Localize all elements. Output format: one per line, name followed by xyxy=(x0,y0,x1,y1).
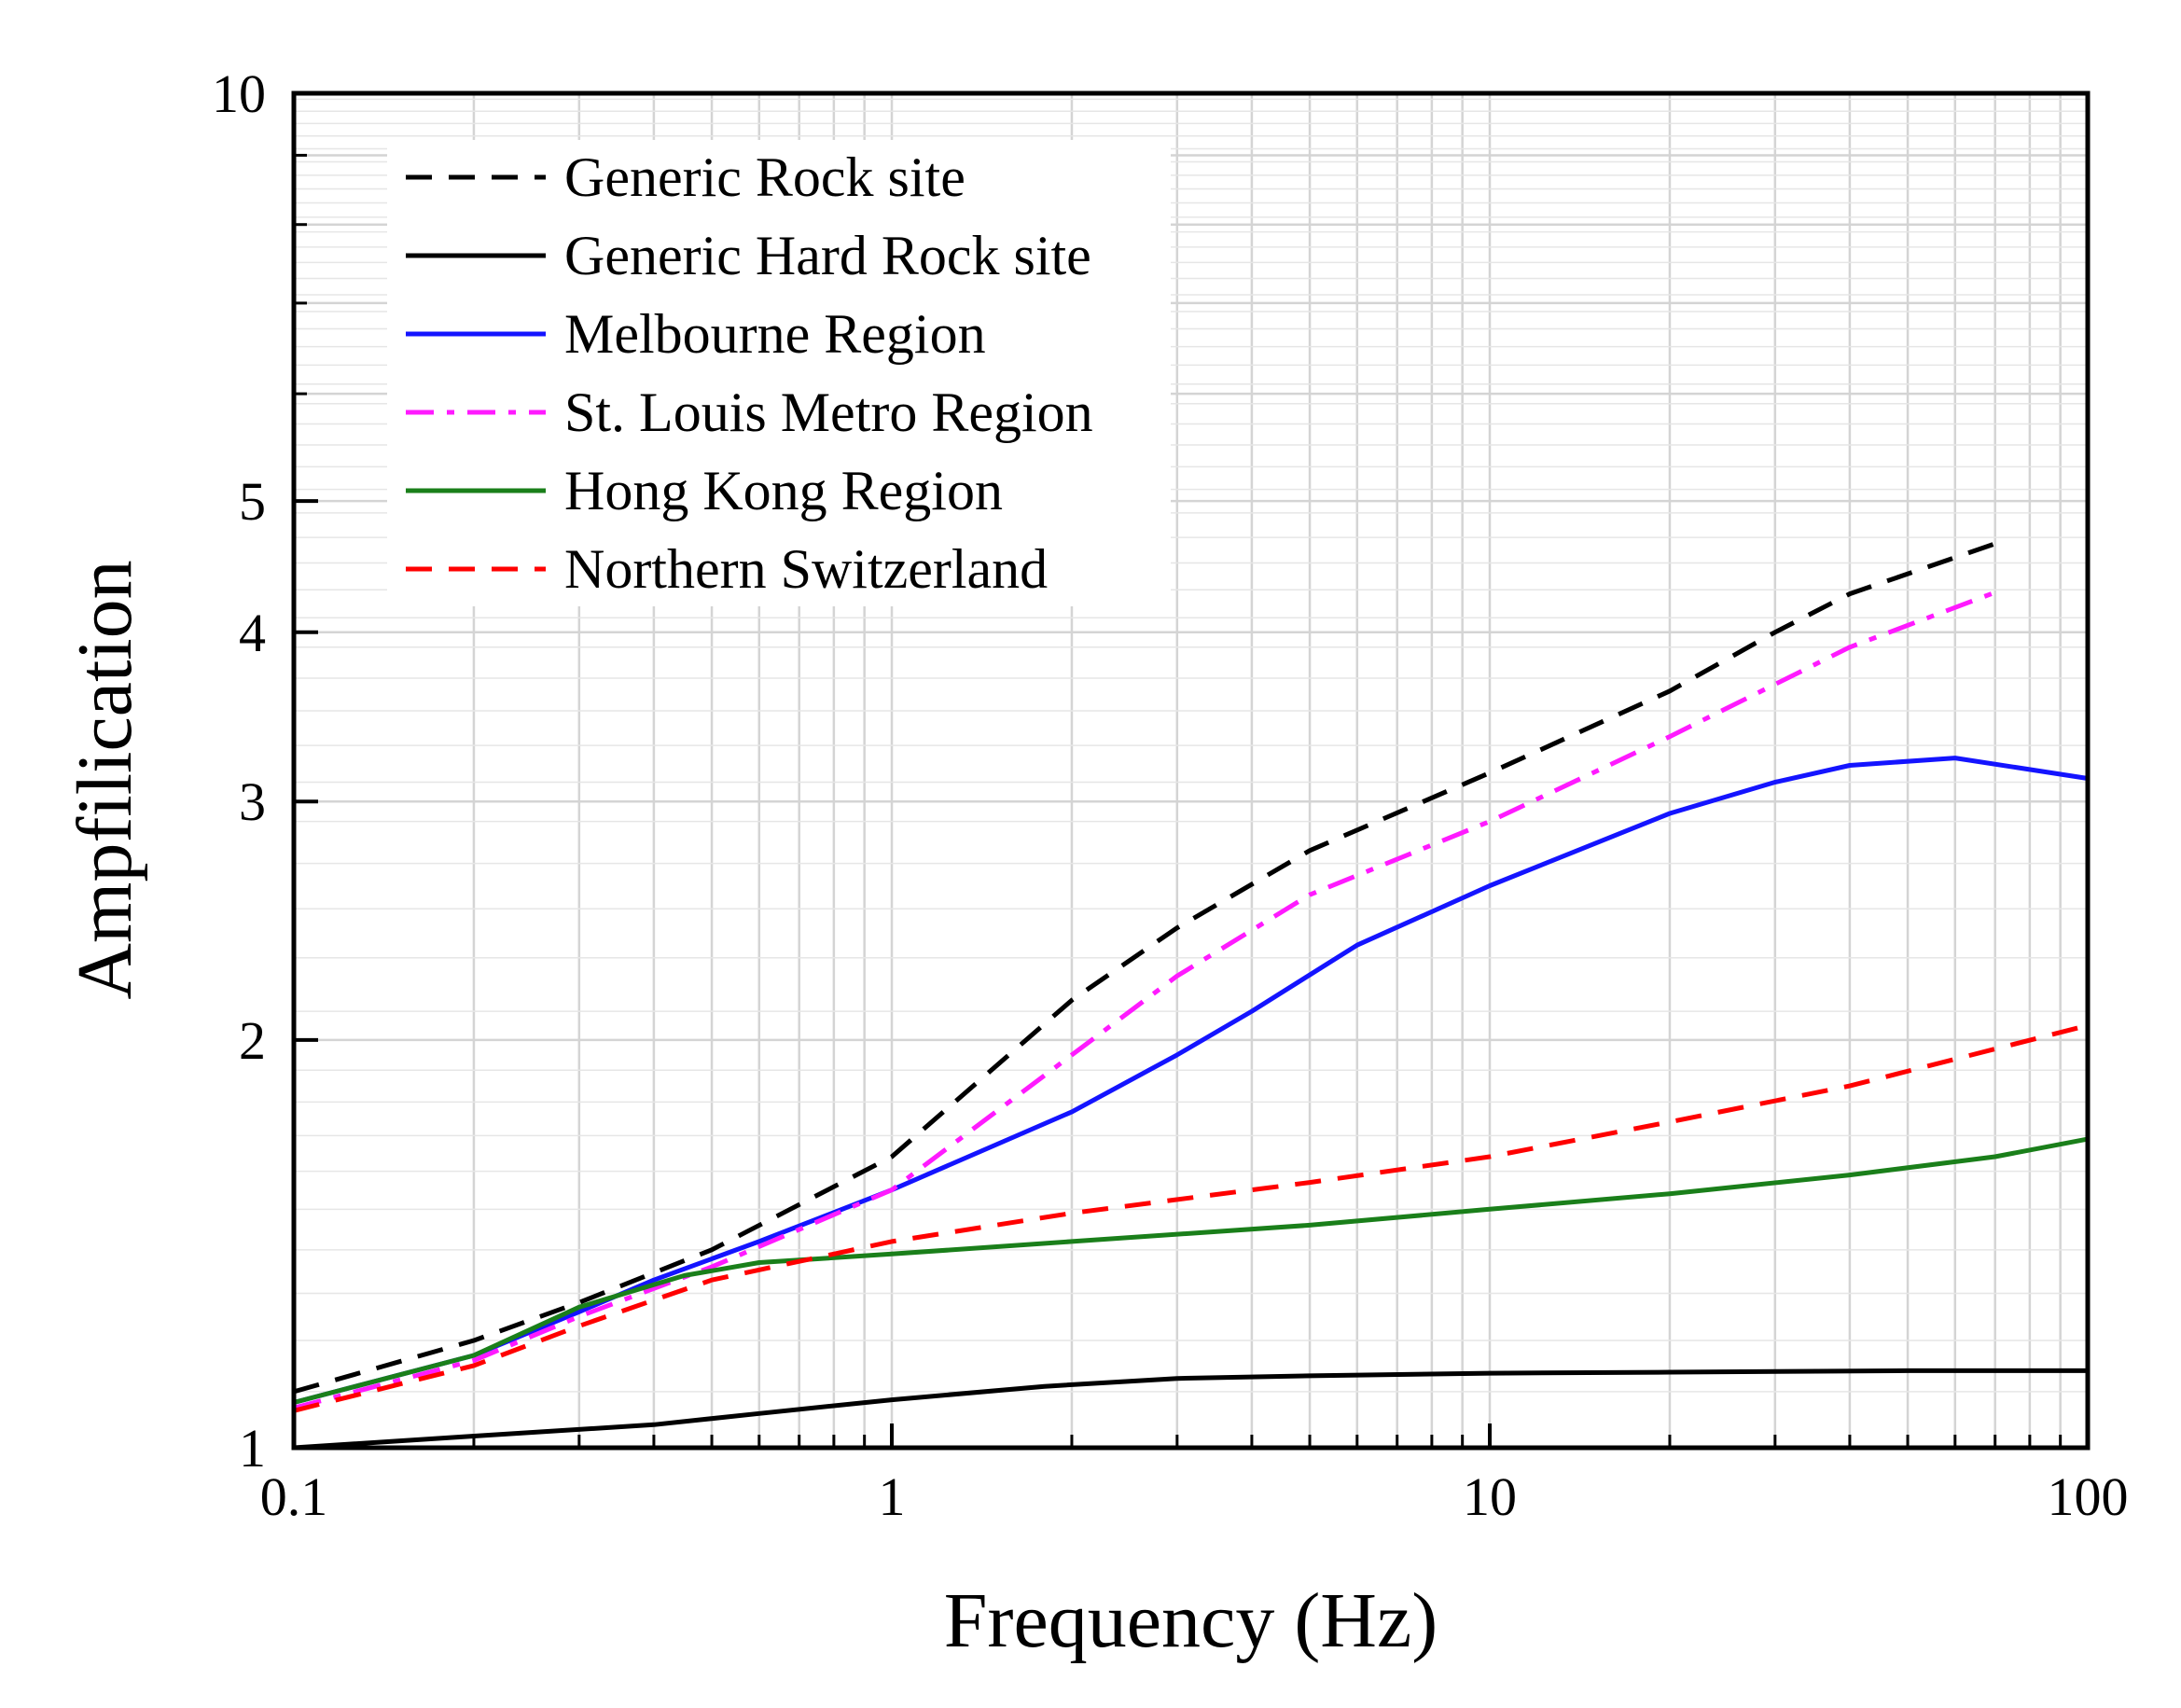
y-tick-label: 3 xyxy=(239,771,266,832)
x-tick-label: 0.1 xyxy=(260,1466,328,1527)
y-tick-label: 2 xyxy=(239,1010,266,1071)
legend-label-2: Melbourne Region xyxy=(564,303,986,365)
x-axis-title: Frequency (Hz) xyxy=(944,1577,1438,1664)
series-layer xyxy=(293,541,2089,1451)
x-tick-label: 1 xyxy=(879,1466,906,1527)
x-tick-label: 10 xyxy=(1463,1466,1517,1527)
legend: Generic Rock site Generic Hard Rock site M… xyxy=(387,140,1171,606)
legend-background xyxy=(387,140,1171,606)
y-tick-label: 1 xyxy=(239,1418,266,1479)
legend-label-0: Generic Rock site xyxy=(564,146,965,208)
legend-label-1: Generic Hard Rock site xyxy=(564,225,1091,286)
series-line-0 xyxy=(293,541,1996,1395)
legend-label-5: Northern Switzerland xyxy=(564,538,1048,600)
y-tick-label: 10 xyxy=(212,63,266,124)
y-axis-title: Ampfilication xyxy=(62,560,148,999)
series-line-5 xyxy=(293,1022,2089,1413)
series-line-4 xyxy=(293,1136,2089,1405)
y-tick-label: 4 xyxy=(239,603,266,663)
series-line-3 xyxy=(293,590,1996,1410)
x-tick-label: 100 xyxy=(2048,1466,2129,1527)
legend-label-4: Hong Kong Region xyxy=(564,460,1003,521)
major-ticks xyxy=(294,499,1492,1448)
series-line-1 xyxy=(293,1368,2088,1451)
y-tick-label: 5 xyxy=(239,471,266,532)
legend-label-3: St. Louis Metro Region xyxy=(564,382,1093,443)
plot-frame xyxy=(291,90,2091,1451)
